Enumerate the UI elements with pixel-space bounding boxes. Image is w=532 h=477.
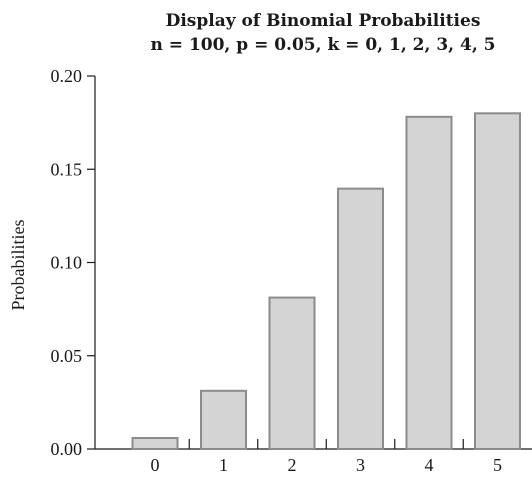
y-tick-label: 0.00 [51, 439, 83, 459]
bar-4 [407, 117, 452, 449]
chart-title: Display of Binomial Probabilities [166, 11, 481, 31]
x-tick-label: 5 [493, 455, 502, 473]
chart-subtitle: n = 100, p = 0.05, k = 0, 1, 2, 3, 4, 5 [151, 35, 496, 55]
y-tick-label: 0.20 [51, 66, 83, 86]
x-tick-label: 1 [219, 455, 228, 473]
x-tick-label: 2 [288, 455, 297, 473]
bar-5 [475, 113, 520, 449]
y-tick-label: 0.15 [51, 159, 83, 179]
y-axis-label: Probabilities [8, 220, 28, 311]
plot-area: 0.00 0.05 0.10 0.15 0.20 0 1 2 3 4 5 [51, 66, 532, 473]
x-tick-label: 0 [151, 455, 160, 473]
bar-1 [201, 391, 246, 449]
bar-3 [338, 189, 383, 449]
x-tick-label: 4 [425, 455, 434, 473]
y-tick-label: 0.10 [51, 253, 83, 273]
y-tick-label: 0.05 [51, 346, 83, 366]
bar-0 [133, 438, 178, 449]
bar-2 [270, 298, 315, 449]
x-tick-label: 3 [356, 455, 365, 473]
